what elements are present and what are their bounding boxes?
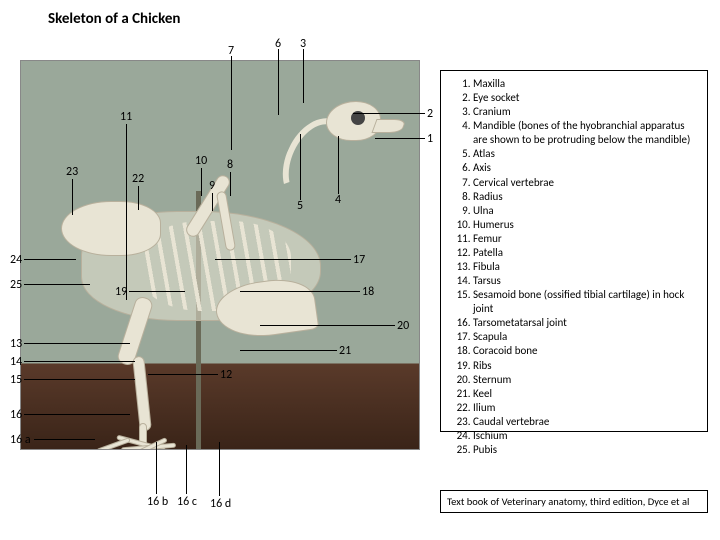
label-12: 12 [220,368,232,382]
label-15: 15 [10,373,22,387]
legend-item: Mandible (bones of the hyobranchial appa… [473,119,699,147]
legend-item: Tarsometatarsal joint [473,316,699,330]
label-1: 1 [427,132,433,146]
label-14: 14 [10,355,22,369]
legend-item: Keel [473,387,699,401]
page-title: Skeleton of a Chicken [48,10,180,28]
label-21: 21 [339,344,351,358]
legend-item: Caudal vertebrae [473,415,699,429]
label-11: 11 [120,110,132,124]
legend-item: Humerus [473,218,699,232]
legend-item: Patella [473,246,699,260]
legend-item: Coracoid bone [473,344,699,358]
label-18: 18 [362,285,374,299]
legend-item: Eye socket [473,91,699,105]
label-17: 17 [353,253,365,267]
label-22: 22 [132,172,144,186]
label-13: 13 [10,337,22,351]
label-24: 24 [10,253,22,267]
legend-item: Ribs [473,359,699,373]
label-16a: 16 a [10,433,31,447]
legend-item: Femur [473,232,699,246]
label-16d: 16 d [210,497,231,511]
legend-item: Cervical vertebrae [473,176,699,190]
legend-item: Sternum [473,373,699,387]
legend-item: Cranium [473,105,699,119]
label-16c: 16 c [177,495,197,509]
label-5: 5 [297,199,303,213]
legend-item: Radius [473,190,699,204]
label-4: 4 [335,193,341,207]
legend-item: Axis [473,161,699,175]
legend-list: MaxillaEye socketCraniumMandible (bones … [451,77,699,457]
label-25: 25 [10,278,22,292]
legend-box: MaxillaEye socketCraniumMandible (bones … [440,70,708,432]
legend-item: Atlas [473,147,699,161]
label-20: 20 [397,319,409,333]
legend-item: Ischium [473,429,699,443]
label-16: 16 [10,408,22,422]
label-2: 2 [427,107,433,121]
label-8: 8 [227,158,233,172]
legend-item: Sesamoid bone (ossified tibial cartilage… [473,288,699,316]
legend-item: Ulna [473,204,699,218]
source-box: Text book of Veterinary anatomy, third e… [440,490,708,513]
label-16b: 16 b [147,495,168,509]
legend-item: Scapula [473,330,699,344]
legend-item: Pubis [473,443,699,457]
label-10: 10 [195,154,207,168]
legend-item: Tarsus [473,274,699,288]
label-9: 9 [209,179,215,193]
legend-item: Fibula [473,260,699,274]
label-19: 19 [115,285,127,299]
legend-item: Ilium [473,401,699,415]
label-23: 23 [66,165,78,179]
legend-item: Maxilla [473,77,699,91]
